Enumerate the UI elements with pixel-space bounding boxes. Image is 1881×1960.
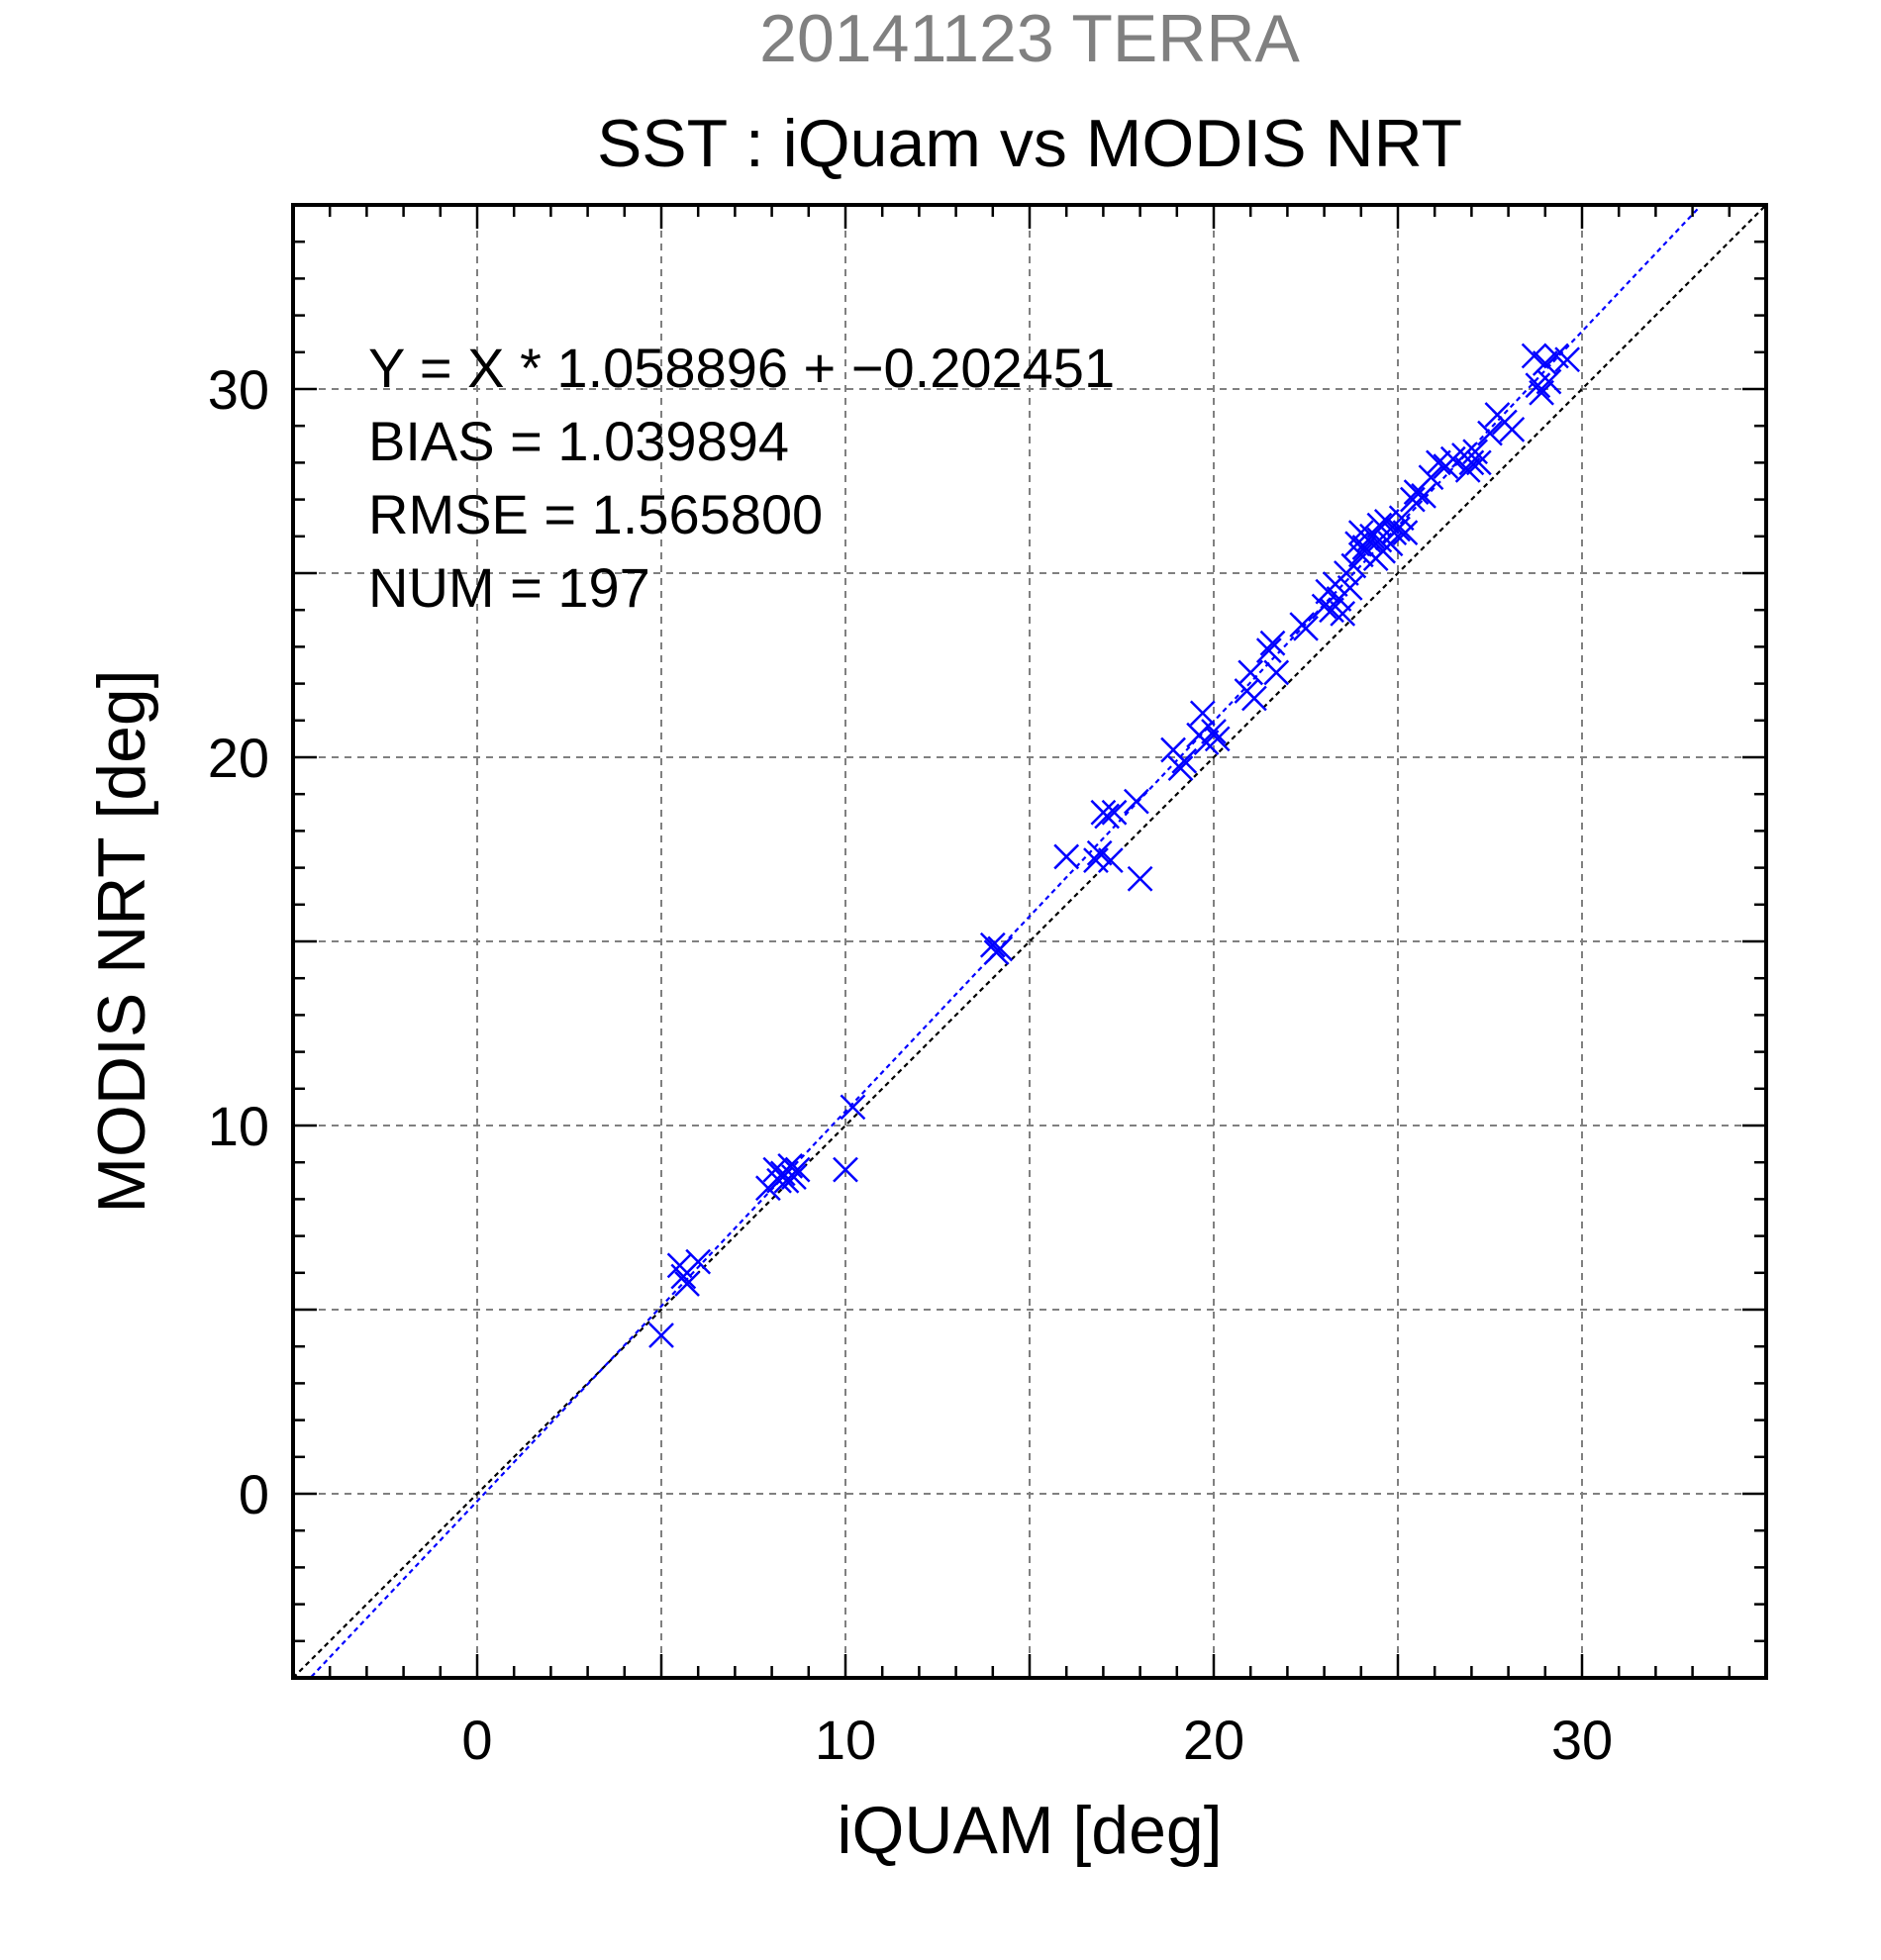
y-tick-label: 30 xyxy=(208,358,269,421)
data-point xyxy=(1554,346,1581,373)
data-point xyxy=(1535,368,1562,395)
stats-line-bias: BIAS = 1.039894 xyxy=(368,410,789,472)
data-point xyxy=(1411,482,1436,509)
data-point xyxy=(1238,659,1264,686)
data-point xyxy=(1123,788,1149,815)
data-point xyxy=(1347,541,1374,568)
y-axis-label: MODIS NRT [deg] xyxy=(84,669,159,1213)
x-axis-label: iQUAM [deg] xyxy=(837,1793,1222,1868)
data-point xyxy=(1330,601,1356,627)
fit-line xyxy=(308,205,1704,1678)
data-point xyxy=(987,935,1014,962)
data-point xyxy=(1189,700,1216,727)
data-point xyxy=(1263,659,1290,686)
chart-title: SST : iQuam vs MODIS NRT xyxy=(597,106,1462,181)
data-point xyxy=(685,1248,712,1275)
data-point xyxy=(766,1167,792,1194)
data-point xyxy=(1101,799,1128,826)
data-point xyxy=(648,1323,674,1348)
data-point xyxy=(1097,847,1124,874)
x-tick-label: 30 xyxy=(1551,1709,1613,1771)
data-point xyxy=(1127,865,1153,892)
data-point xyxy=(1083,847,1109,874)
data-point xyxy=(1388,505,1415,532)
y-tick-label: 10 xyxy=(208,1095,269,1157)
data-point xyxy=(1340,552,1367,579)
data-point xyxy=(1336,574,1363,601)
x-tick-label: 0 xyxy=(461,1709,492,1771)
data-point xyxy=(840,1094,866,1121)
data-point xyxy=(1167,755,1194,782)
data-point xyxy=(1529,379,1554,406)
stats-annotation: Y = X * 1.058896 + −0.202451 BIAS = 1.03… xyxy=(368,337,1115,619)
data-point xyxy=(833,1156,858,1183)
data-point xyxy=(1241,685,1267,712)
data-point xyxy=(1392,520,1419,545)
data-points xyxy=(648,343,1581,1348)
data-point xyxy=(784,1156,811,1183)
data-point xyxy=(979,931,1006,958)
tick-labels: 0 10 20 30 0 10 20 30 xyxy=(208,358,1613,1771)
grid xyxy=(293,205,1766,1678)
data-point xyxy=(1293,615,1319,641)
data-point xyxy=(1465,449,1492,476)
data-point xyxy=(1255,637,1282,664)
data-point xyxy=(1373,509,1400,535)
data-point xyxy=(1499,417,1526,442)
axis-ticks xyxy=(291,203,1768,1680)
data-point xyxy=(781,1164,807,1190)
data-point xyxy=(1053,843,1080,870)
data-point xyxy=(1094,803,1121,830)
chart-suptitle: 20141123 TERRA xyxy=(759,1,1300,76)
stats-line-rmse: RMSE = 1.565800 xyxy=(368,483,823,545)
y-tick-label: 20 xyxy=(208,727,269,789)
x-tick-label: 20 xyxy=(1183,1709,1244,1771)
data-point xyxy=(1426,449,1451,476)
data-point xyxy=(674,1271,700,1297)
data-point xyxy=(1418,464,1444,491)
data-point xyxy=(1311,593,1337,620)
data-point xyxy=(1259,630,1286,656)
data-point xyxy=(1532,350,1558,376)
data-point xyxy=(1477,420,1503,446)
data-point xyxy=(1171,747,1198,774)
reference-lines xyxy=(293,205,1766,1678)
data-point xyxy=(1201,719,1227,744)
data-point xyxy=(1086,839,1113,866)
data-point xyxy=(1521,343,1547,369)
stats-line-num: NUM = 197 xyxy=(368,556,650,619)
x-tick-label: 10 xyxy=(815,1709,876,1771)
data-point xyxy=(1204,726,1231,752)
stats-line-fit: Y = X * 1.058896 + −0.202451 xyxy=(368,337,1115,399)
data-point xyxy=(1454,456,1481,483)
y-tick-label: 0 xyxy=(239,1463,269,1525)
